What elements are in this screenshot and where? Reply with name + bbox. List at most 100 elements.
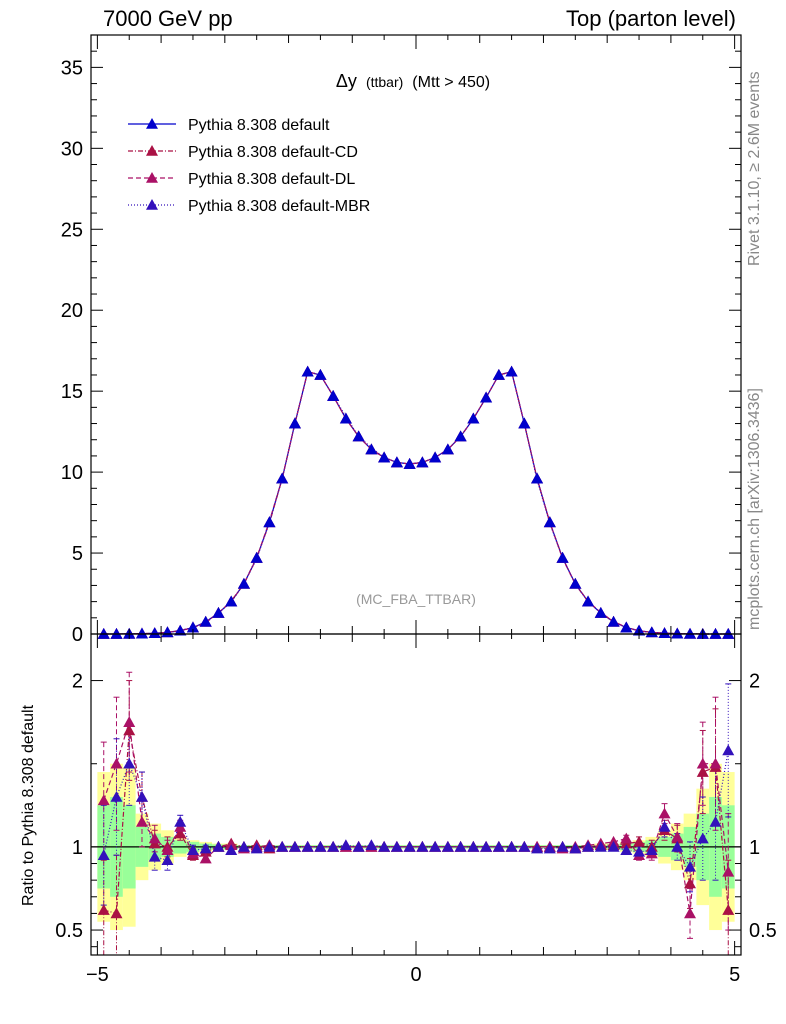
- ratio-ytick-label-right: 2: [749, 671, 760, 693]
- main-ytick-label: 25: [61, 219, 83, 241]
- title-rest: (Mtt > 450): [412, 74, 490, 91]
- ratio-ytick-label: 1: [72, 837, 83, 859]
- ratio-data-point: [199, 842, 212, 854]
- main-data-point: [327, 390, 340, 401]
- ratio-data-point: [684, 877, 697, 889]
- ratio-ytick-label: 0.5: [55, 920, 83, 942]
- ratio-data-point: [110, 907, 123, 919]
- ratio-data-point: [110, 757, 123, 769]
- ratio-data-point: [722, 904, 735, 915]
- main-ytick-label: 0: [72, 624, 83, 646]
- main-data-point: [620, 621, 633, 633]
- main-ytick-label: 30: [61, 138, 83, 160]
- main-data-point: [416, 456, 429, 468]
- ratio-series-line: [103, 730, 729, 915]
- main-data-point: [276, 472, 289, 484]
- main-ytick-label: 10: [61, 462, 83, 484]
- ratio-data-point: [696, 832, 709, 844]
- main-data-point: [607, 615, 620, 627]
- main-data-point: [339, 412, 352, 424]
- main-data-point: [301, 365, 314, 377]
- ratio-data-point: [123, 757, 136, 769]
- main-panel: 0 5 10 15 20 25 30 35 Pythia 8.308 default Pythia…: [61, 34, 742, 646]
- header-left: 7000 GeV pp: [103, 6, 233, 31]
- ratio-xtick-label: 0: [410, 964, 421, 986]
- ratio-ytick-label-right: 1: [749, 837, 760, 859]
- main-data-point: [250, 551, 263, 563]
- ratio-data-point: [186, 844, 199, 856]
- main-ytick-label: 20: [61, 300, 83, 322]
- title-main: Δy: [336, 71, 357, 91]
- ratio-data-point: [633, 835, 646, 847]
- main-data-point: [212, 606, 225, 618]
- ratio-data-point: [569, 842, 582, 854]
- main-data-point: [556, 551, 569, 563]
- main-data-point: [352, 430, 365, 442]
- legend-marker: [146, 118, 158, 129]
- main-data-point: [671, 627, 684, 639]
- ratio-data-point: [658, 807, 671, 819]
- ratio-data-point: [594, 840, 607, 852]
- ratio-data-point: [199, 852, 212, 864]
- main-data-point: [569, 577, 582, 589]
- ratio-data-point: [492, 840, 505, 852]
- ratio-data-point: [671, 830, 684, 842]
- ratio-data-point: [148, 850, 161, 862]
- ratio-data-point: [276, 840, 289, 852]
- main-data-point: [263, 516, 276, 528]
- main-data-point: [531, 472, 544, 484]
- ratio-data-point: [416, 840, 429, 852]
- ratio-data-point: [237, 840, 250, 852]
- main-data-point: [199, 615, 212, 627]
- ratio-data-point: [378, 840, 391, 852]
- header-right: Top (parton level): [566, 6, 736, 31]
- main-data-point: [480, 391, 493, 403]
- ratio-data-point: [696, 766, 709, 777]
- main-data-point: [518, 417, 531, 429]
- ratio-data-point: [658, 820, 671, 832]
- ratio-frame: [90, 633, 742, 956]
- legend-label: Pythia 8.308 default-MBR: [188, 198, 370, 215]
- ratio-data-point: [722, 744, 735, 756]
- ratio-data-point: [288, 840, 301, 852]
- ratio-data-point: [556, 840, 569, 852]
- ratio-data-point: [531, 842, 544, 854]
- ratio-data-point: [709, 757, 722, 769]
- ratio-data-point: [441, 840, 454, 852]
- ratio-data-point: [390, 840, 403, 852]
- ratio-data-point: [135, 790, 148, 802]
- ratio-data-point: [97, 904, 110, 915]
- ratio-data-point: [620, 832, 633, 844]
- ratio-ytick-label-right: 0.5: [749, 920, 777, 942]
- ratio-data-point: [403, 840, 416, 852]
- ratio-data-point: [696, 757, 709, 769]
- main-data-point: [378, 451, 391, 463]
- ratio-data-point: [225, 844, 238, 856]
- main-data-point: [454, 430, 467, 442]
- ratio-ytick-label: 2: [72, 671, 83, 693]
- main-data-point: [492, 368, 505, 380]
- ratio-data-point: [314, 840, 327, 852]
- main-data-point: [684, 627, 697, 639]
- watermark: (MC_FBA_TTBAR): [356, 591, 476, 607]
- ratio-data-point: [620, 844, 633, 856]
- main-ytick-label: 5: [72, 543, 83, 565]
- ratio-data-point: [518, 840, 531, 852]
- ratio-data-point: [684, 907, 697, 919]
- ratio-data-point: [110, 790, 123, 802]
- ratio-data-point: [174, 827, 187, 839]
- ratio-data-point: [123, 724, 136, 736]
- chart-title: Δy (ttbar) (Mtt > 450): [336, 71, 490, 91]
- main-data-point: [403, 458, 416, 469]
- ratio-data-point: [250, 842, 263, 854]
- main-data-point: [174, 624, 187, 636]
- ratio-data-point: [671, 840, 684, 852]
- ratio-data-point: [684, 860, 697, 872]
- main-data-point: [658, 627, 671, 638]
- main-data-point: [467, 412, 480, 424]
- ratio-data-point: [148, 832, 161, 844]
- legend-marker: [146, 145, 158, 156]
- ratio-panel: −5 0 5 0.5 0.5 1 1 2 2: [55, 633, 777, 986]
- ratio-data-point: [543, 842, 556, 854]
